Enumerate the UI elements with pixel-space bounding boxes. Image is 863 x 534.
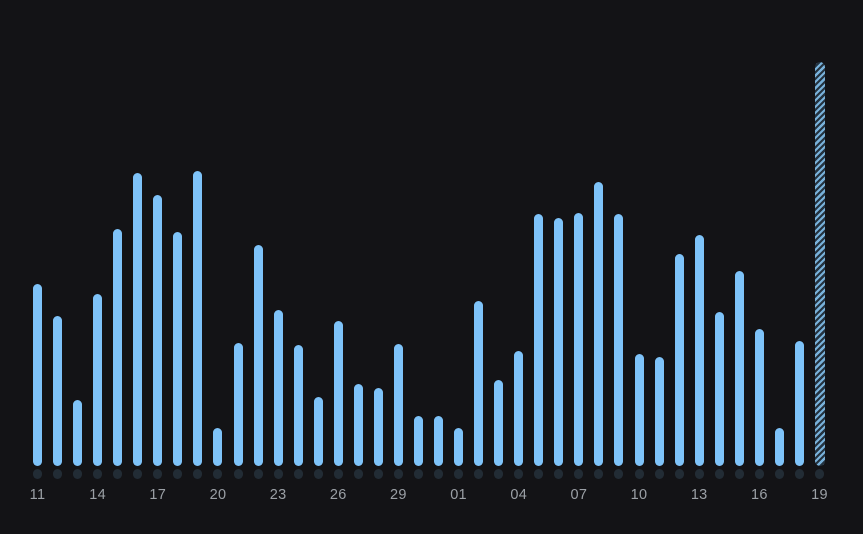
bar-baseline-stub (293, 468, 303, 479)
bar-day-04[interactable] (514, 351, 524, 466)
bar-day-05[interactable] (534, 214, 544, 466)
bar-baseline-stub (614, 468, 624, 479)
bar-baseline-stub (514, 468, 524, 479)
bar-day-11[interactable] (33, 284, 42, 466)
bar-day-12[interactable] (674, 254, 684, 466)
bar-baseline-stub (233, 468, 243, 479)
bar-day-08[interactable] (594, 182, 604, 466)
bar-baseline-stub (173, 468, 183, 479)
bar-day-31[interactable] (434, 416, 444, 466)
bar-baseline-stub (494, 468, 504, 479)
bar-day-12[interactable] (53, 316, 63, 466)
x-tick-label-23: 23 (269, 487, 287, 503)
bar-baseline-stub (213, 468, 223, 479)
bar-baseline-stub (53, 468, 63, 479)
bar-day-27[interactable] (353, 384, 363, 466)
bar-hatched-day-19[interactable] (814, 62, 825, 466)
bar-day-19[interactable] (193, 171, 203, 466)
bar-baseline-stub (353, 468, 363, 479)
x-tick-label-29: 29 (390, 487, 407, 503)
bar-day-25[interactable] (313, 397, 323, 466)
bar-day-15[interactable] (113, 229, 123, 466)
bar-day-17[interactable] (153, 195, 163, 466)
bar-baseline-stub (454, 468, 464, 479)
bar-day-02[interactable] (474, 301, 484, 466)
bar-baseline-stub (253, 468, 263, 479)
bar-day-21[interactable] (233, 343, 243, 466)
bar-baseline-stub (794, 468, 804, 479)
bar-baseline-stub (434, 468, 444, 479)
bar-day-20[interactable] (213, 428, 223, 466)
bar-baseline-stub (594, 468, 604, 479)
bar-baseline-stub (554, 468, 564, 479)
bar-baseline-stub (113, 468, 123, 479)
bar-day-14[interactable] (714, 312, 724, 466)
bar-baseline-stub (815, 468, 824, 479)
bar-baseline-stub (634, 468, 644, 479)
bar-baseline-stub (313, 468, 323, 479)
bar-day-03[interactable] (494, 380, 504, 466)
bar-baseline-stub (333, 468, 343, 479)
bar-baseline-stub (93, 468, 103, 479)
bar-day-16[interactable] (754, 329, 764, 466)
bar-day-06[interactable] (554, 218, 564, 466)
x-tick-label-14: 14 (89, 487, 107, 503)
x-tick-label-04: 04 (510, 487, 528, 503)
x-tick-label-13: 13 (690, 487, 708, 503)
bar-baseline-stub (133, 468, 143, 479)
bar-baseline-stub (674, 468, 684, 479)
bar-day-14[interactable] (93, 294, 103, 466)
x-tick-label-17: 17 (149, 487, 167, 503)
bar-baseline-stub (574, 468, 584, 479)
bar-baseline-stub (734, 468, 744, 479)
x-tick-label-20: 20 (209, 487, 227, 503)
bar-baseline-stub (393, 468, 403, 479)
bar-baseline-stub (694, 468, 704, 479)
x-tick-label-10: 10 (630, 487, 648, 503)
x-tick-label-11: 11 (29, 487, 46, 503)
bar-day-15[interactable] (734, 271, 744, 466)
bar-day-16[interactable] (133, 173, 143, 466)
x-tick-label-19: 19 (811, 487, 828, 503)
x-tick-label-07: 07 (570, 487, 588, 503)
bar-day-17[interactable] (774, 428, 784, 466)
x-tick-label-16: 16 (750, 487, 768, 503)
bar-day-13[interactable] (694, 235, 704, 466)
bar-baseline-stub (754, 468, 764, 479)
bar-baseline-stub (534, 468, 544, 479)
bar-day-01[interactable] (454, 428, 464, 466)
x-tick-label-01: 01 (450, 487, 467, 503)
bar-baseline-stub (193, 468, 203, 479)
bar-baseline-stub (654, 468, 664, 479)
bar-baseline-stub (153, 468, 163, 479)
bar-baseline-stub (373, 468, 383, 479)
x-tick-label-26: 26 (329, 487, 347, 503)
bar-day-30[interactable] (413, 416, 423, 466)
bar-day-23[interactable] (273, 310, 283, 466)
bar-baseline-stub (413, 468, 423, 479)
bar-day-11[interactable] (654, 357, 664, 466)
bar-day-28[interactable] (373, 388, 383, 466)
bar-baseline-stub (774, 468, 784, 479)
bar-day-29[interactable] (393, 344, 403, 466)
bar-day-10[interactable] (634, 354, 644, 466)
bar-baseline-stub (474, 468, 484, 479)
bar-day-07[interactable] (574, 213, 584, 466)
bar-day-24[interactable] (293, 345, 303, 466)
bar-day-26[interactable] (333, 321, 343, 466)
bar-day-18[interactable] (173, 232, 183, 466)
bar-day-22[interactable] (253, 245, 263, 466)
bar-baseline-stub (273, 468, 283, 479)
bar-baseline-stub (33, 468, 42, 479)
bar-day-18[interactable] (794, 341, 804, 466)
bar-day-09[interactable] (614, 214, 624, 466)
bar-day-13[interactable] (73, 400, 83, 466)
bar-baseline-stub (714, 468, 724, 479)
bar-baseline-stub (73, 468, 83, 479)
